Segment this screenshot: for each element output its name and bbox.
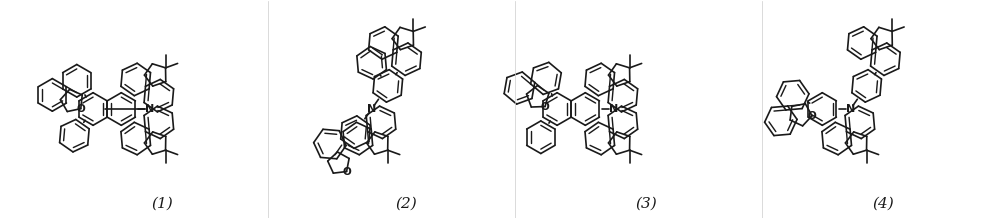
Text: O: O <box>808 111 816 121</box>
Text: N: N <box>145 104 154 114</box>
Text: O: O <box>76 104 85 114</box>
Text: (2): (2) <box>395 197 417 211</box>
Text: (4): (4) <box>872 197 894 211</box>
Text: N: N <box>367 104 376 114</box>
Text: N: N <box>846 104 855 114</box>
Text: N: N <box>609 104 618 114</box>
Text: (3): (3) <box>635 197 657 211</box>
Text: (1): (1) <box>151 197 173 211</box>
Text: O: O <box>342 166 351 177</box>
Text: O: O <box>541 102 549 111</box>
